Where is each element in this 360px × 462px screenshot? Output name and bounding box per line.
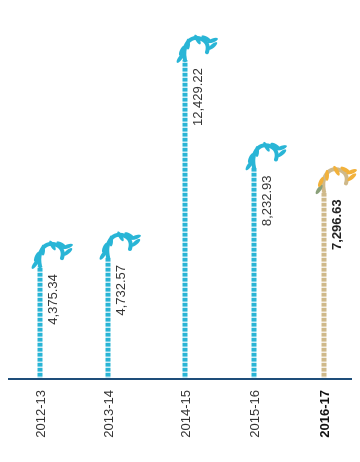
bar-leaf bbox=[33, 251, 40, 262]
bar-leaf bbox=[346, 169, 357, 175]
bar-leaf bbox=[347, 173, 357, 182]
value-label-2014-15: 12,429.22 bbox=[190, 68, 205, 126]
bar-leaf bbox=[340, 166, 351, 174]
bar-leaf bbox=[317, 176, 324, 188]
bar-2013-14 bbox=[99, 231, 141, 378]
bar-leaf bbox=[178, 45, 185, 56]
bar-leaf bbox=[99, 250, 107, 260]
category-label-2016-17: 2016-17 bbox=[317, 390, 332, 438]
bar-leaf bbox=[49, 240, 56, 251]
bar-leaf bbox=[56, 241, 67, 248]
bar-leaf bbox=[263, 141, 270, 152]
bar-2016-17 bbox=[315, 165, 357, 378]
bar-leaf bbox=[333, 165, 340, 176]
bar-2015-16 bbox=[245, 141, 287, 378]
bar-2012-13 bbox=[31, 240, 73, 378]
bar-leaf bbox=[315, 184, 323, 195]
bar-2014-15 bbox=[176, 34, 218, 378]
bar-leaf bbox=[41, 244, 45, 256]
bar-leaf bbox=[207, 37, 218, 44]
category-label-2015-16: 2015-16 bbox=[247, 390, 262, 438]
bar-leaf bbox=[124, 232, 135, 239]
bar-leaf bbox=[131, 238, 141, 247]
bar-leaf bbox=[325, 169, 329, 181]
value-label-2015-16: 8,232.93 bbox=[259, 175, 274, 226]
bar-leaf bbox=[186, 38, 190, 50]
category-label-2014-15: 2014-15 bbox=[178, 390, 193, 438]
bar-leaf bbox=[109, 235, 113, 247]
bar-leaf bbox=[130, 234, 141, 240]
bar-leaf bbox=[201, 35, 212, 42]
bar-leaf bbox=[247, 152, 254, 164]
bar-leaf bbox=[176, 53, 184, 63]
bar-leaf bbox=[277, 149, 287, 158]
bar-leaf bbox=[62, 243, 73, 250]
bar-leaf bbox=[245, 160, 253, 171]
bar-leaf bbox=[276, 145, 287, 151]
value-label-2016-17: 7,296.63 bbox=[329, 199, 344, 250]
category-label-2012-13: 2012-13 bbox=[33, 390, 48, 438]
bar-leaf bbox=[255, 145, 259, 157]
bar-leaf bbox=[208, 42, 218, 50]
value-label-2012-13: 4,375.34 bbox=[45, 274, 60, 325]
bar-leaf bbox=[63, 248, 73, 256]
value-label-2013-14: 4,732.57 bbox=[113, 265, 128, 316]
bar-leaf bbox=[31, 259, 39, 269]
bar-leaf bbox=[194, 34, 201, 45]
bar-leaf bbox=[101, 242, 108, 253]
bar-leaf bbox=[117, 231, 124, 242]
category-label-2013-14: 2013-14 bbox=[101, 390, 116, 438]
bar-leaf bbox=[270, 142, 281, 150]
